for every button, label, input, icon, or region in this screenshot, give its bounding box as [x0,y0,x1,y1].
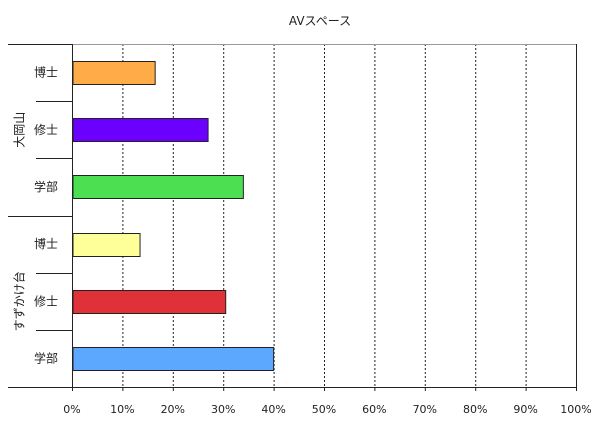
bar [72,233,141,257]
group-label: 大岡山 [13,112,27,148]
category-label: 学部 [34,179,58,194]
bar [72,61,156,85]
axes [8,44,577,391]
category-label: 修士 [34,122,58,137]
x-tick-label: 30% [211,403,235,416]
bars [72,61,275,371]
x-tick-label: 10% [110,403,134,416]
category-label: 修士 [34,293,58,308]
category-label: 学部 [34,350,58,365]
x-tick-label: 0% [63,403,80,416]
x-tick-label: 100% [560,403,591,416]
x-tick-label: 70% [413,403,437,416]
bar [72,347,275,371]
chart-title: AVスペース [289,14,351,28]
x-tick-label: 20% [161,403,185,416]
x-tick-label: 60% [362,403,386,416]
x-tick-label: 90% [513,403,537,416]
x-tick-label: 40% [261,403,285,416]
bar [72,175,244,199]
category-label: 博士 [34,65,58,80]
grid-lines [122,44,577,387]
group-label: すずかけ台 [12,271,27,331]
category-label: 博士 [34,236,58,251]
bar [72,290,227,314]
labels: 0% 10% 20% 30% 40% 50% 60% 70% 80% 90% 100%博士修士学部大… [12,65,592,416]
x-tick-label: 80% [463,403,487,416]
x-tick-label: 50% [312,403,336,416]
bar [72,118,209,142]
